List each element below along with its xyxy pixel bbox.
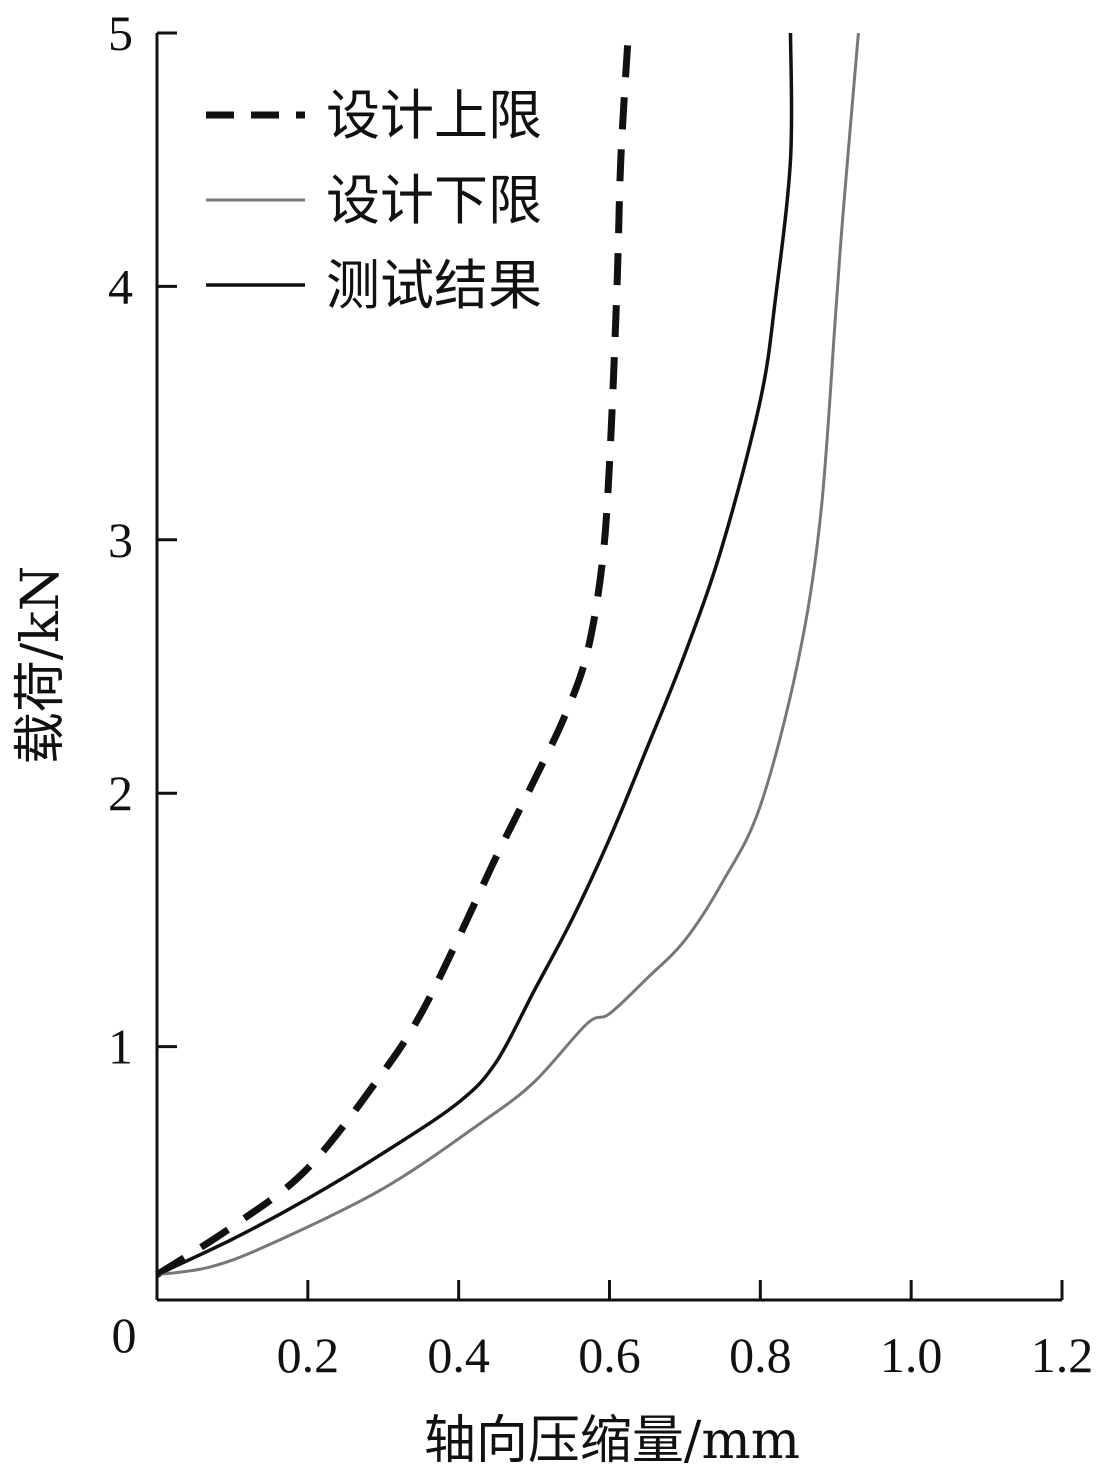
legend-label-3: 测试结果 (326, 254, 542, 317)
y-ticks: 1 2 3 4 5 (108, 5, 177, 1075)
y-axis-label: 载荷/kN (11, 566, 71, 765)
x-tick-label: 0.2 (277, 1327, 340, 1383)
x-tick-label: 0.4 (427, 1327, 490, 1383)
y-tick-label: 4 (108, 258, 133, 314)
series-line-1 (155, 32, 632, 1278)
x-tick-label: 1.2 (1031, 1327, 1094, 1383)
origin-label: 0 (112, 1307, 137, 1363)
y-tick-label: 2 (108, 765, 133, 821)
x-axis-label: 轴向压缩量/mm (424, 1411, 800, 1471)
legend-label-1: 设计上限 (326, 84, 542, 147)
series-layer (155, 32, 860, 1278)
y-tick-label: 1 (108, 1019, 133, 1075)
x-tick-label: 0.8 (729, 1327, 792, 1383)
y-tick-label: 3 (108, 512, 133, 568)
legend-label-2: 设计下限 (326, 169, 542, 232)
x-tick-label: 1.0 (880, 1327, 943, 1383)
x-tick-label: 0.6 (578, 1327, 641, 1383)
series-line-2 (156, 32, 860, 1277)
y-tick-label: 5 (108, 5, 133, 61)
x-ticks: 0.2 0.4 0.6 0.8 1.0 1.2 (277, 1280, 1094, 1383)
series-line-3 (156, 32, 794, 1277)
